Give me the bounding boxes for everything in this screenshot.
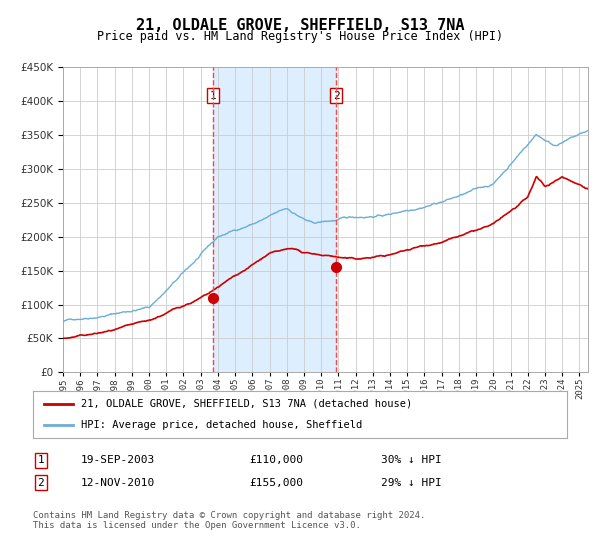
Text: 2: 2: [333, 91, 340, 101]
Text: 21, OLDALE GROVE, SHEFFIELD, S13 7NA: 21, OLDALE GROVE, SHEFFIELD, S13 7NA: [136, 18, 464, 33]
Text: 21, OLDALE GROVE, SHEFFIELD, S13 7NA (detached house): 21, OLDALE GROVE, SHEFFIELD, S13 7NA (de…: [81, 399, 412, 409]
Text: Contains HM Land Registry data © Crown copyright and database right 2024.
This d: Contains HM Land Registry data © Crown c…: [33, 511, 425, 530]
Text: Price paid vs. HM Land Registry's House Price Index (HPI): Price paid vs. HM Land Registry's House …: [97, 30, 503, 43]
Text: £110,000: £110,000: [249, 455, 303, 465]
Text: 30% ↓ HPI: 30% ↓ HPI: [381, 455, 442, 465]
Text: 19-SEP-2003: 19-SEP-2003: [81, 455, 155, 465]
Text: 12-NOV-2010: 12-NOV-2010: [81, 478, 155, 488]
Text: 2: 2: [37, 478, 44, 488]
Text: 1: 1: [37, 455, 44, 465]
Text: HPI: Average price, detached house, Sheffield: HPI: Average price, detached house, Shef…: [81, 420, 362, 430]
Text: £155,000: £155,000: [249, 478, 303, 488]
Bar: [213, 67, 336, 372]
Text: 29% ↓ HPI: 29% ↓ HPI: [381, 478, 442, 488]
Text: 1: 1: [210, 91, 217, 101]
